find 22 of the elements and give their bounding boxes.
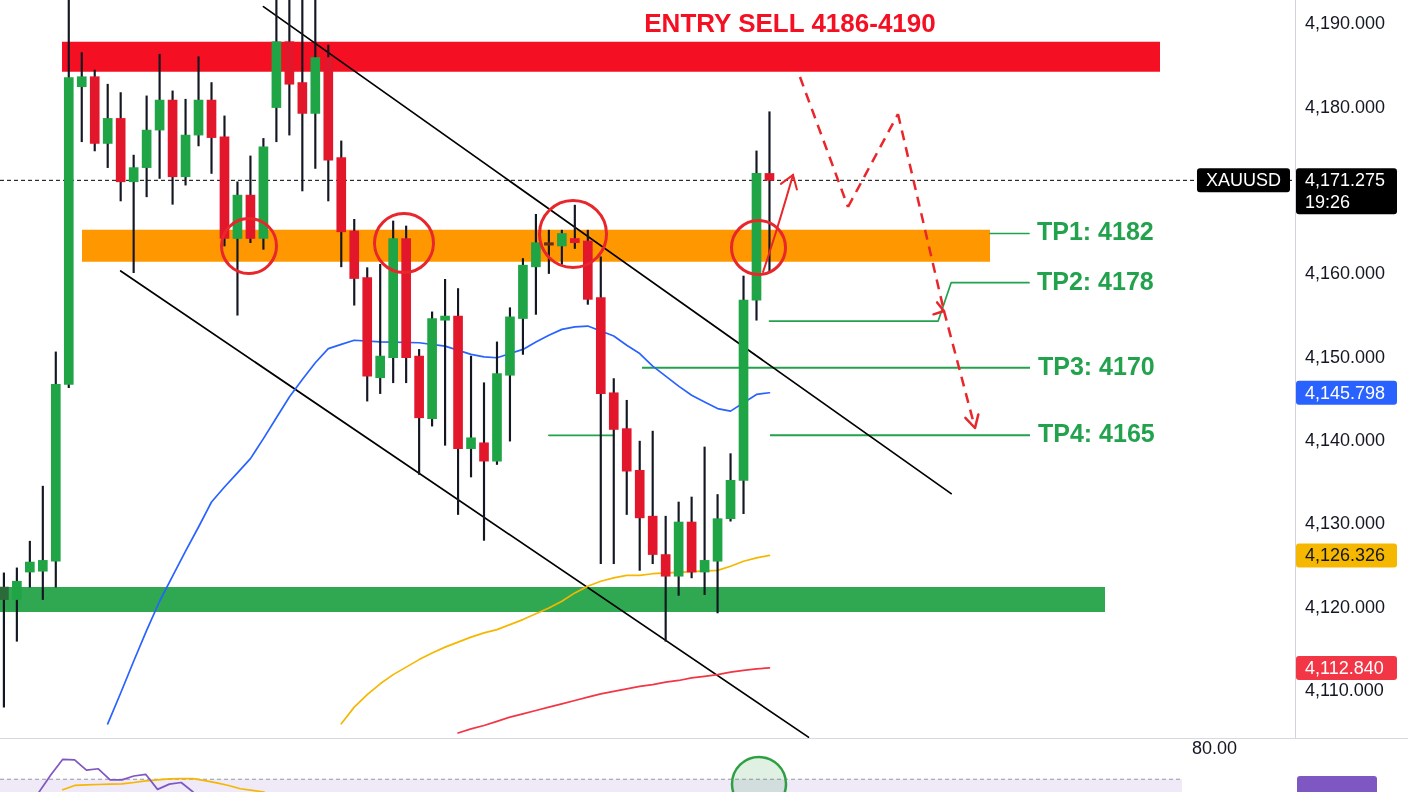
y-tick-label: 4,180.000: [1305, 96, 1386, 117]
candlestick: [440, 279, 450, 446]
y-tick-label: 4,160.000: [1305, 263, 1386, 284]
y-tick-label: 4,190.000: [1305, 13, 1386, 34]
annotation: TP4: 4165: [1038, 419, 1155, 448]
y-tick-label: 4,120.000: [1305, 596, 1386, 617]
ref-line-label: 4,171.275: [1305, 170, 1386, 191]
y-tick-label: 4,130.000: [1305, 513, 1386, 534]
band-label: ENTRY SELL 4186-4190: [644, 7, 936, 38]
y-tick-label: 4,140.000: [1305, 430, 1386, 451]
text: 19:26: [1305, 192, 1351, 213]
y-tick-label: 4,110.000: [1305, 680, 1384, 701]
annotation: XAUUSD: [1205, 170, 1281, 191]
annotation: TP2: 4178: [1036, 266, 1154, 295]
y-tick-label: 4,150.000: [1305, 346, 1386, 367]
candlestick: [764, 111, 775, 273]
text: 4,112.840: [1305, 657, 1384, 678]
annotation: TP1: 4182: [1036, 217, 1154, 246]
text: 4,126.326: [1305, 545, 1386, 566]
annotation: 80.00: [1192, 737, 1238, 758]
text: 4,145.798: [1305, 382, 1386, 403]
annotation: TP3: 4170: [1038, 351, 1155, 380]
